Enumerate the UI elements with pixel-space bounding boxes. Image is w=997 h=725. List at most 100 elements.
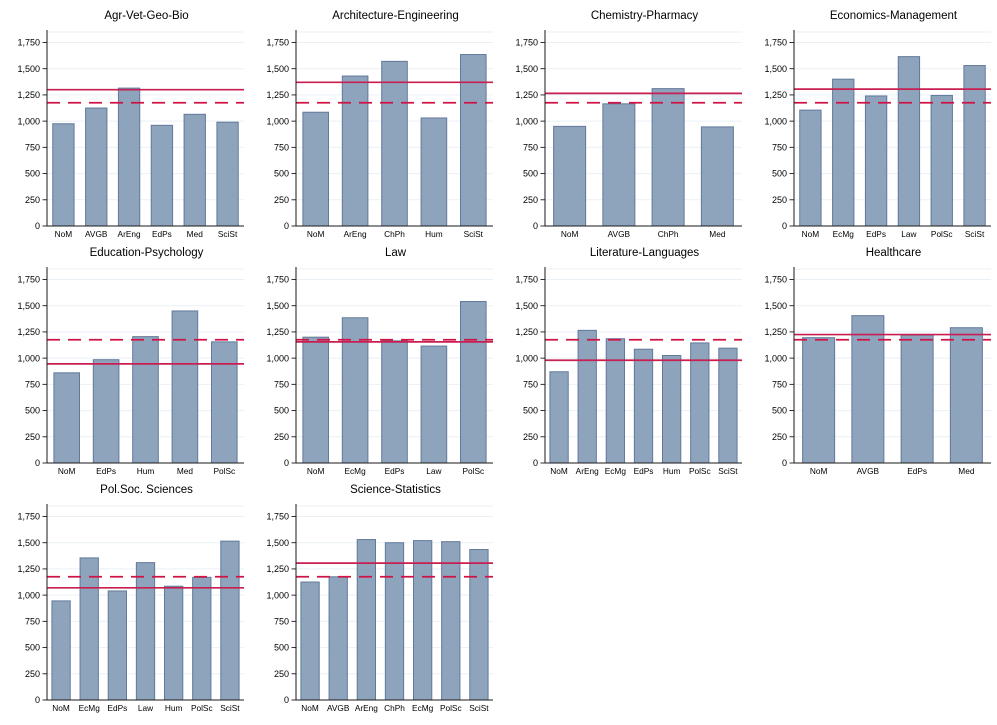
y-axis-tick-label: 500 bbox=[25, 406, 40, 416]
panel-title: Science-Statistics bbox=[350, 484, 441, 496]
chart-panel: Education-Psychology 0 250 500 750 1,000 1,250… bbox=[0, 245, 249, 482]
bar bbox=[459, 301, 487, 464]
y-axis-tick-label: 1,000 bbox=[764, 116, 787, 126]
bar bbox=[549, 371, 569, 464]
y-axis-tick-label: 750 bbox=[274, 617, 289, 627]
bar bbox=[216, 121, 239, 227]
bar bbox=[117, 87, 141, 227]
bar bbox=[341, 75, 369, 227]
y-axis-tick-label: 1,500 bbox=[764, 301, 787, 311]
y-axis-tick-label: 1,250 bbox=[515, 90, 538, 100]
chart-panel: Agr-Vet-Geo-Bio 0 250 500 750 1,000 1,250 1,500… bbox=[0, 8, 249, 245]
y-axis-tick-label: 1,500 bbox=[266, 538, 289, 548]
x-axis-label: EcMg bbox=[344, 466, 366, 476]
panel-plot: 0 250 500 750 1,000 1,250 1,500 1,750 NoM EdPs Hum… bbox=[17, 267, 244, 476]
bar bbox=[661, 355, 682, 464]
x-axis-label: Hum bbox=[137, 466, 155, 476]
x-axis-label: NoM bbox=[307, 466, 325, 476]
y-axis-tick-label: 1,750 bbox=[515, 38, 538, 48]
x-axis-label: Law bbox=[138, 703, 154, 713]
x-axis-label: SciSt bbox=[469, 703, 489, 713]
y-axis-tick-label: 1,750 bbox=[515, 275, 538, 285]
x-axis-label: EcMg bbox=[79, 703, 101, 713]
bar bbox=[949, 327, 983, 464]
x-axis-label: NoM bbox=[52, 703, 70, 713]
bar bbox=[107, 590, 128, 701]
y-axis-tick-label: 1,750 bbox=[764, 275, 787, 285]
y-axis-tick-label: 1,000 bbox=[515, 353, 538, 363]
x-axis-label: Med bbox=[177, 466, 194, 476]
bar bbox=[420, 345, 448, 464]
bar bbox=[150, 124, 174, 227]
x-axis-label: ChPh bbox=[384, 229, 405, 239]
x-axis-label: Hum bbox=[425, 229, 443, 239]
y-axis-tick-label: 1,250 bbox=[266, 564, 289, 574]
y-axis-tick-label: 500 bbox=[274, 406, 289, 416]
bar bbox=[135, 562, 156, 701]
y-axis-tick-label: 750 bbox=[25, 380, 40, 390]
y-axis-tick-label: 1,250 bbox=[266, 327, 289, 337]
y-axis-tick-label: 250 bbox=[523, 432, 538, 442]
panel-title: Chemistry-Pharmacy bbox=[590, 10, 699, 22]
panel-title: Economics-Management bbox=[829, 10, 958, 22]
bar bbox=[930, 94, 953, 227]
x-axis-label: ArEng bbox=[355, 703, 378, 713]
y-axis-tick-label: 0 bbox=[35, 695, 40, 705]
x-axis-label: EdPs bbox=[634, 466, 654, 476]
y-axis-tick-label: 250 bbox=[274, 195, 289, 205]
x-axis-label: Med bbox=[187, 229, 204, 239]
bar bbox=[381, 60, 408, 227]
y-axis-tick-label: 750 bbox=[274, 143, 289, 153]
x-axis-label: NoM bbox=[301, 703, 319, 713]
x-axis-label: Med bbox=[958, 466, 975, 476]
chart-panel: Chemistry-Pharmacy 0 250 500 750 1,000 1,250 1,… bbox=[498, 8, 747, 245]
panel-plot: 0 250 500 750 1,000 1,250 1,500 1,750 NoM EcMg EdP… bbox=[266, 267, 493, 476]
y-axis-tick-label: 750 bbox=[772, 143, 787, 153]
x-axis-label: Hum bbox=[165, 703, 183, 713]
bar bbox=[412, 540, 433, 701]
x-axis-label: NoM bbox=[307, 229, 325, 239]
y-axis-tick-label: 250 bbox=[25, 195, 40, 205]
bar bbox=[92, 359, 120, 464]
y-axis-tick-label: 250 bbox=[523, 195, 538, 205]
x-axis-label: AVGB bbox=[85, 229, 108, 239]
y-axis-tick-label: 0 bbox=[533, 458, 538, 468]
x-axis-label: Law bbox=[901, 229, 917, 239]
y-axis-tick-label: 1,000 bbox=[266, 590, 289, 600]
x-axis-label: NoM bbox=[55, 229, 73, 239]
x-axis-label: NoM bbox=[802, 229, 820, 239]
y-axis-tick-label: 1,250 bbox=[17, 564, 40, 574]
y-axis-tick-label: 1,500 bbox=[515, 301, 538, 311]
x-axis-label: EdPs bbox=[96, 466, 116, 476]
y-axis-tick-label: 250 bbox=[25, 432, 40, 442]
y-axis-tick-label: 500 bbox=[523, 169, 538, 179]
y-axis-tick-label: 500 bbox=[25, 169, 40, 179]
bar bbox=[851, 315, 885, 464]
y-axis-tick-label: 250 bbox=[25, 669, 40, 679]
y-axis-tick-label: 1,000 bbox=[266, 116, 289, 126]
x-axis-label: EdPs bbox=[866, 229, 886, 239]
x-axis-label: PolSc bbox=[440, 703, 462, 713]
bar bbox=[900, 334, 934, 464]
bar bbox=[328, 576, 348, 701]
y-axis-tick-label: 250 bbox=[772, 195, 787, 205]
bar bbox=[897, 56, 921, 227]
bar bbox=[384, 542, 405, 701]
y-axis-tick-label: 1,250 bbox=[266, 90, 289, 100]
chart-panel: Science-Statistics 0 250 500 750 1,000 1,250 1,… bbox=[249, 482, 498, 719]
panel-title: Literature-Languages bbox=[589, 247, 700, 259]
x-axis-label: ArEng bbox=[118, 229, 141, 239]
bar bbox=[832, 78, 855, 227]
bar bbox=[605, 338, 626, 464]
panel-title: Architecture-Engineering bbox=[332, 10, 459, 22]
x-axis-label: SciSt bbox=[464, 229, 484, 239]
y-axis-tick-label: 1,250 bbox=[515, 327, 538, 337]
y-axis-tick-label: 500 bbox=[25, 643, 40, 653]
x-axis-label: Law bbox=[426, 466, 442, 476]
y-axis-tick-label: 1,500 bbox=[266, 301, 289, 311]
panel-plot: 0 250 500 750 1,000 1,250 1,500 1,750 NoM AVGB EdP… bbox=[764, 267, 991, 476]
bar bbox=[79, 557, 99, 701]
y-axis-tick-label: 750 bbox=[25, 143, 40, 153]
x-axis-label: PolSc bbox=[462, 466, 484, 476]
bar bbox=[171, 310, 199, 464]
